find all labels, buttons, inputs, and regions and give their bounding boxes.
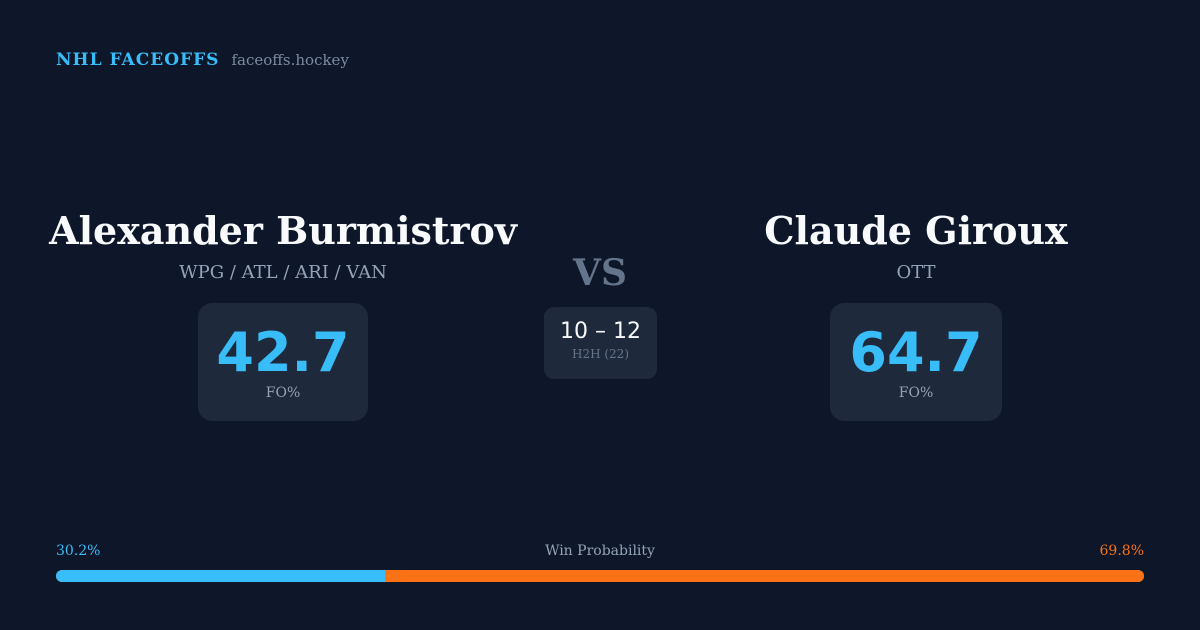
brand-domain: faceoffs.hockey: [231, 51, 349, 69]
h2h-label: H2H (22): [571, 347, 629, 361]
brand-title: NHL FACEOFFS: [56, 50, 220, 70]
player-teams: WPG / ATL / ARI / VAN: [179, 262, 387, 283]
fo-card: 42.7 FO%: [198, 303, 368, 421]
brand-header: NHL FACEOFFS faceoffs.hockey: [56, 50, 349, 70]
fo-percentage: 42.7: [216, 321, 350, 384]
fo-label: FO%: [898, 385, 934, 401]
left-probability-fill: [56, 570, 385, 582]
fo-percentage: 64.7: [849, 321, 983, 384]
right-probability-fill: [384, 570, 1144, 582]
right-win-probability: 69.8%: [1099, 543, 1144, 559]
h2h-card: 10 – 12 H2H (22): [544, 307, 657, 379]
player-name: Claude Giroux: [764, 208, 1068, 253]
player-left: Alexander Burmistrov WPG / ATL / ARI / V…: [3, 208, 563, 421]
vs-label: VS: [573, 252, 627, 294]
player-name: Alexander Burmistrov: [49, 208, 517, 253]
left-win-probability: 30.2%: [56, 543, 101, 559]
fo-label: FO%: [265, 385, 301, 401]
h2h-score: 10 – 12: [560, 319, 641, 344]
player-right: Claude Giroux OTT 64.7 FO%: [636, 208, 1196, 421]
win-probability-label: Win Probability: [545, 543, 655, 559]
win-probability-bar: [56, 570, 1144, 582]
player-teams: OTT: [896, 262, 936, 283]
fo-card: 64.7 FO%: [830, 303, 1002, 421]
